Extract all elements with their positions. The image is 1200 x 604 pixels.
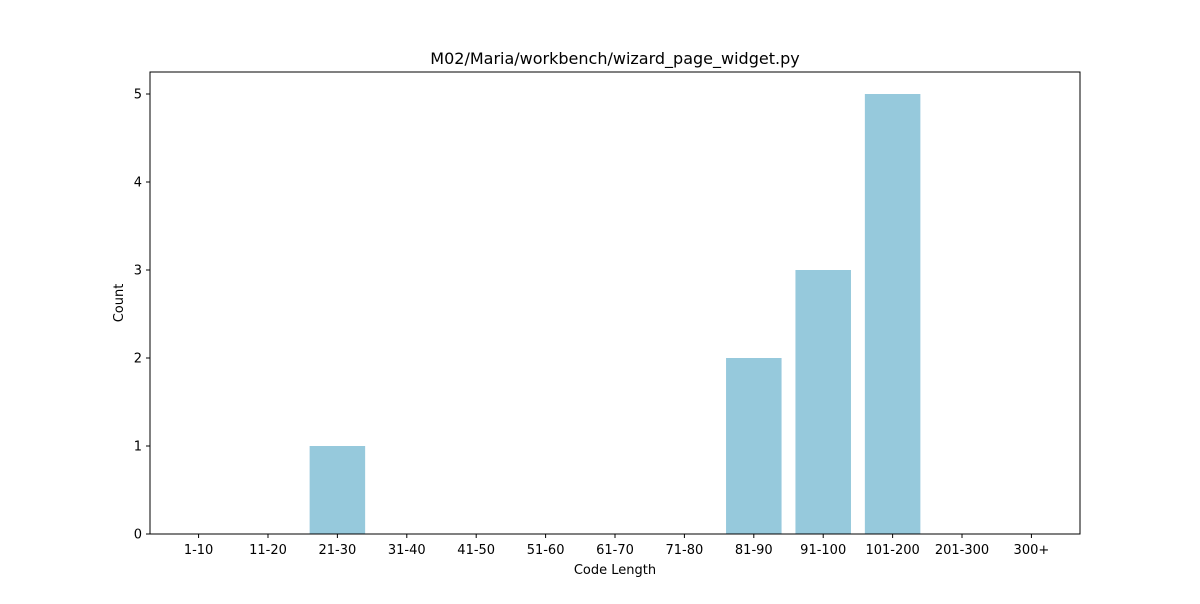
x-tick-label: 41-50 xyxy=(457,543,495,558)
x-axis-ticks: 1-10 11-20 21-30 31-40 41-50 51-60 61-70 71-80 8… xyxy=(184,534,1049,558)
y-tick-label: 3 xyxy=(134,264,142,279)
x-axis-label: Code Length xyxy=(574,563,656,578)
y-tick-label: 2 xyxy=(134,352,142,367)
x-tick-label: 51-60 xyxy=(527,543,565,558)
bars-layer xyxy=(309,94,921,534)
x-tick-label: 81-90 xyxy=(735,543,773,558)
x-tick-label: 21-30 xyxy=(318,543,356,558)
x-tick-label: 91-100 xyxy=(800,543,846,558)
y-tick-label: 5 xyxy=(134,88,142,103)
plot-area-frame xyxy=(149,71,1081,535)
y-tick-label: 0 xyxy=(134,528,142,543)
bar-81-90 xyxy=(726,358,782,534)
bar-101-200 xyxy=(864,94,921,534)
x-tick-label: 31-40 xyxy=(388,543,426,558)
x-tick-label: 11-20 xyxy=(249,543,287,558)
bar-91-100 xyxy=(795,270,851,534)
y-axis-ticks: 0 1 2 3 4 5 xyxy=(134,88,150,543)
x-tick-label: 101-200 xyxy=(865,543,919,558)
x-tick-label: 71-80 xyxy=(666,543,704,558)
x-tick-label: 201-300 xyxy=(935,543,989,558)
x-tick-label: 61-70 xyxy=(596,543,634,558)
x-tick-label: 1-10 xyxy=(184,543,214,558)
y-tick-label: 1 xyxy=(134,440,142,455)
y-axis-label: Count xyxy=(112,284,127,323)
bar-21-30 xyxy=(309,446,366,534)
y-tick-label: 4 xyxy=(134,176,142,191)
chart-title: M02/Maria/workbench/wizard_page_widget.p… xyxy=(430,49,799,69)
x-tick-label: 300+ xyxy=(1014,543,1050,558)
